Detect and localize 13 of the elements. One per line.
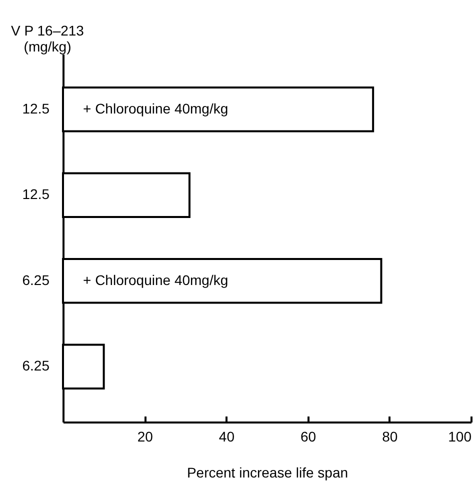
y-axis-title: V P 16–213 (mg/kg) — [11, 22, 84, 54]
x-tick-label: 80 — [382, 428, 398, 444]
x-tick-label: 40 — [218, 428, 235, 444]
x-axis-title: Percent increase life span — [186, 464, 348, 480]
y-tick-label: 12.5 — [22, 186, 50, 202]
y-tick-label: 12.5 — [22, 100, 50, 116]
x-tick-label: 20 — [137, 428, 154, 444]
y-tick-label: 6.25 — [22, 272, 50, 288]
x-tick-label: 60 — [300, 428, 316, 444]
annotation: + Chloroquine 40mg/kg — [83, 100, 228, 116]
y-tick-label: 6.25 — [22, 358, 50, 374]
annotation: + Chloroquine 40mg/kg — [83, 272, 228, 288]
x-tick-label: 100 — [448, 428, 472, 444]
